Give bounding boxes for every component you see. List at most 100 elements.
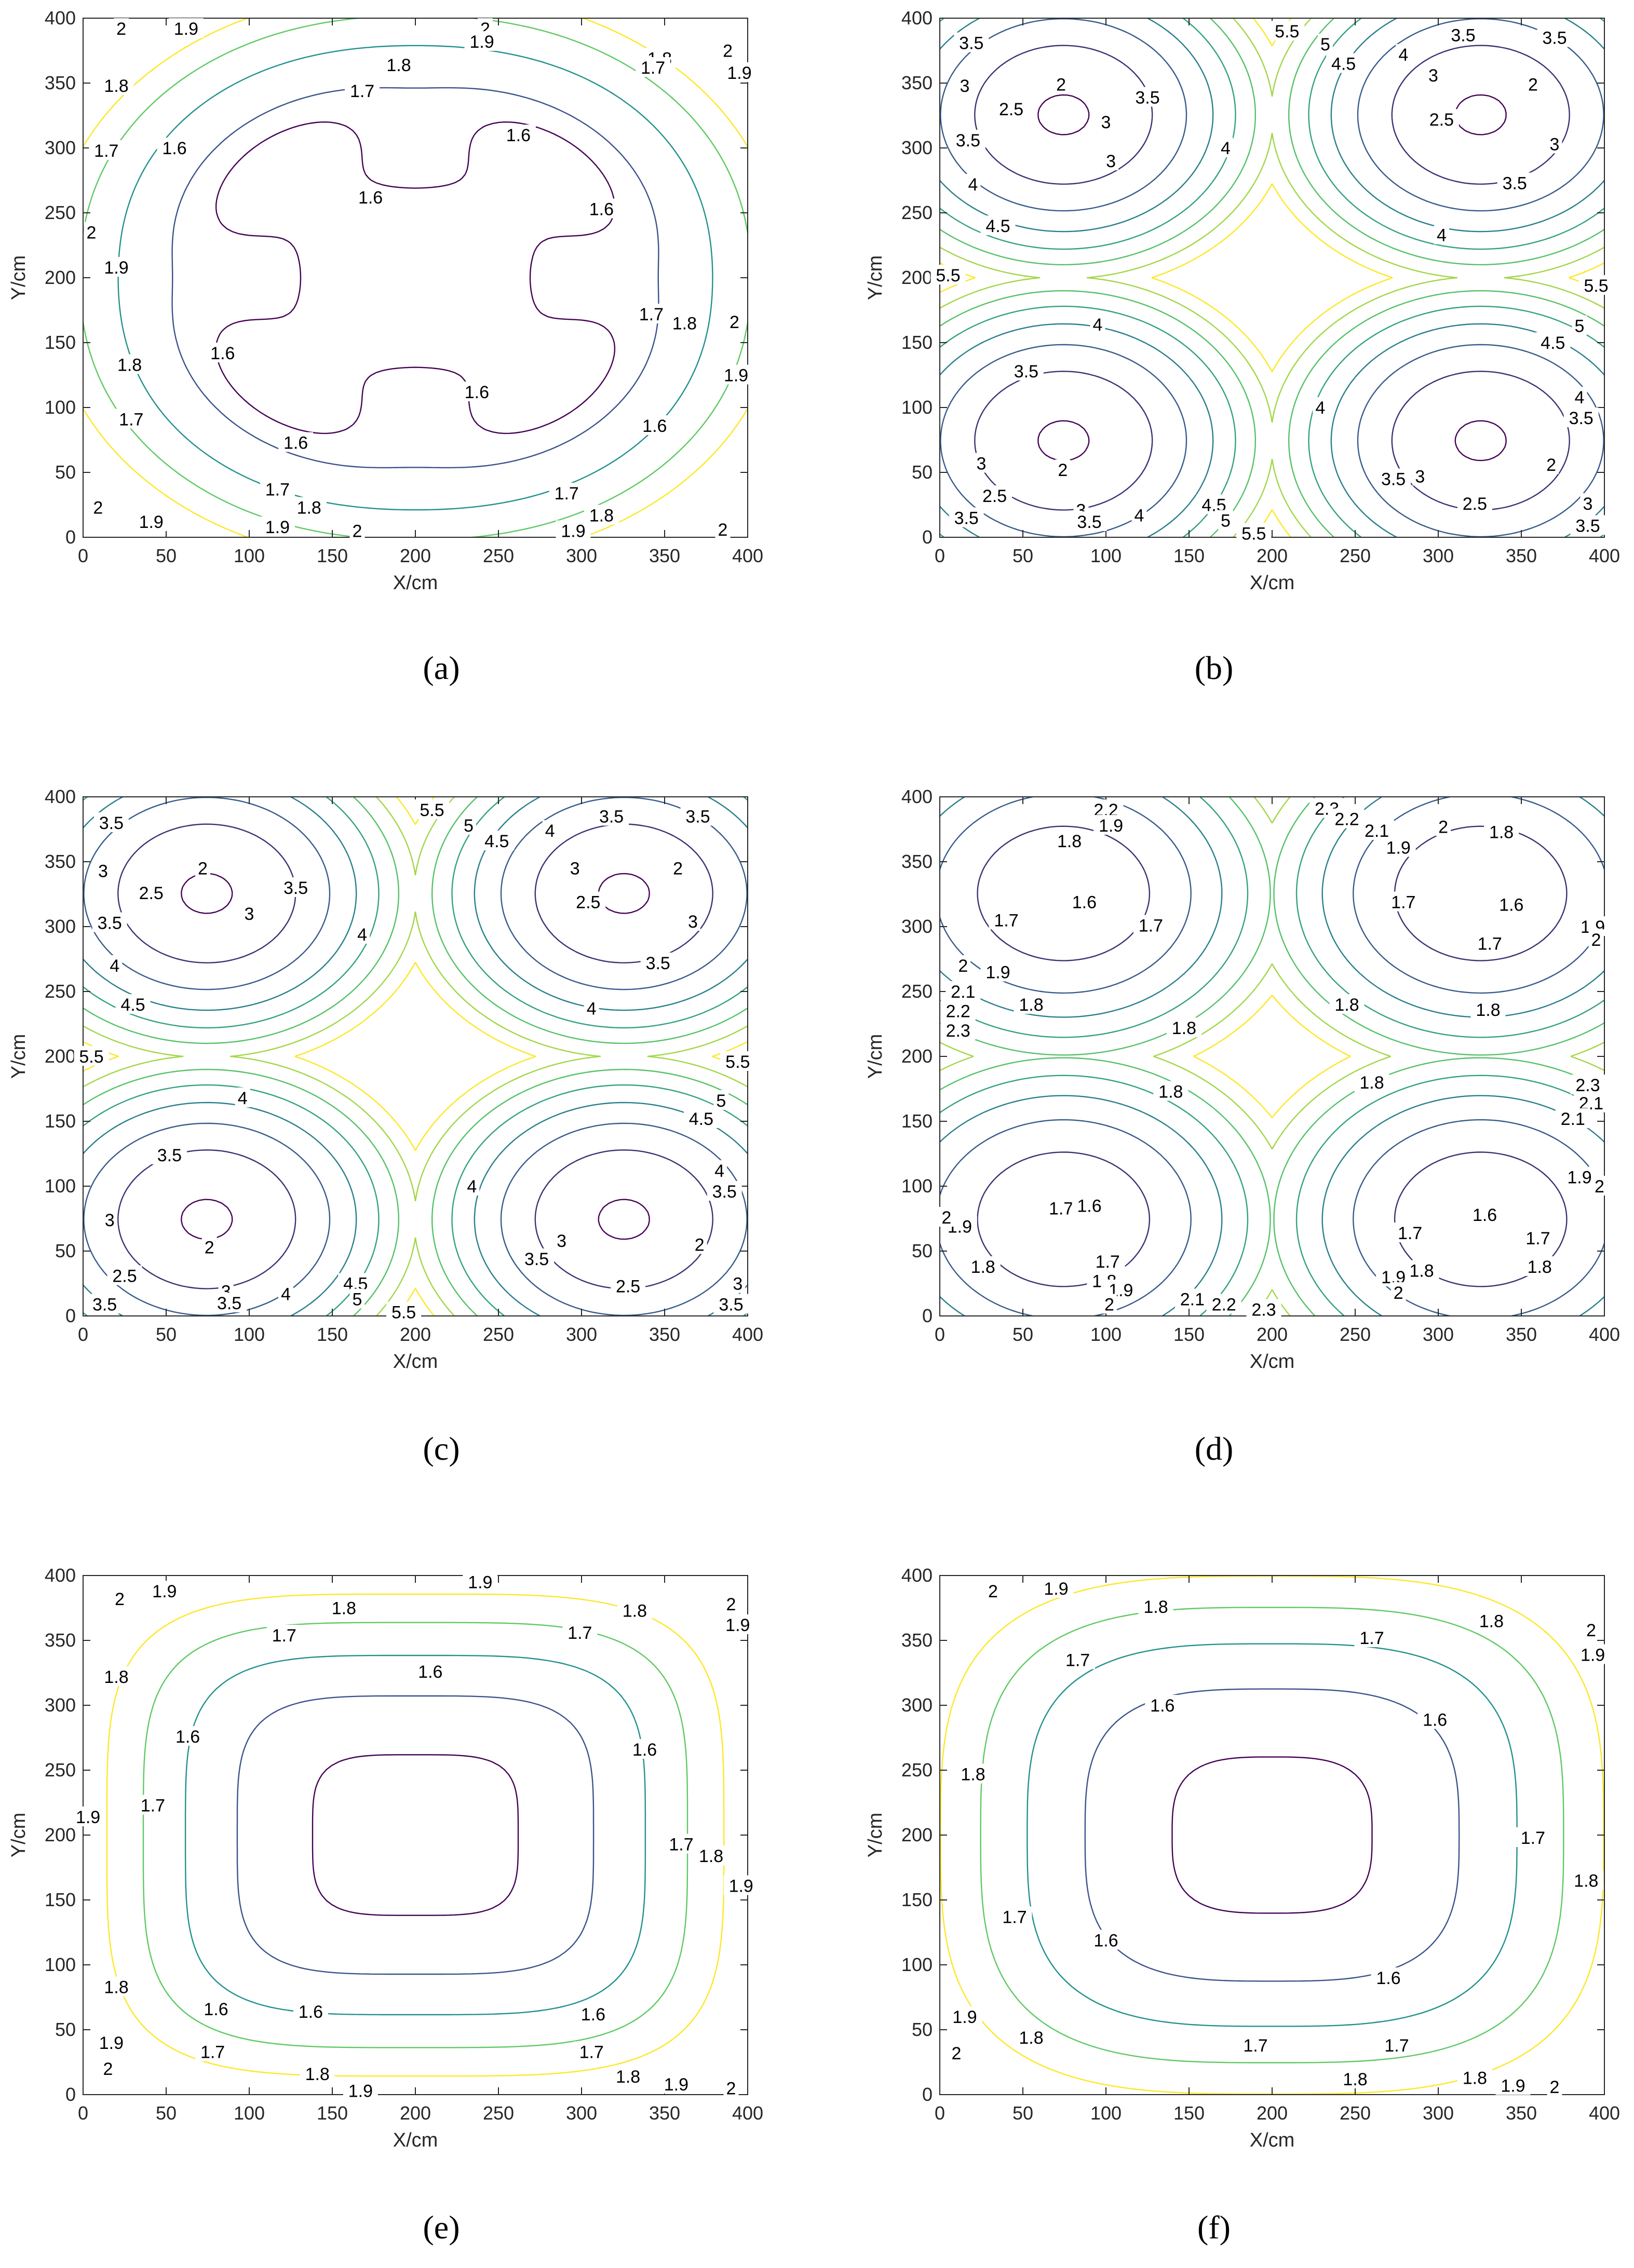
contour-label: 1.8 (291, 497, 327, 518)
y-tick-label: 250 (45, 981, 76, 1002)
contour-label: 1.7 (195, 2041, 231, 2062)
x-tick-label: 400 (732, 545, 763, 566)
svg-text:1.7: 1.7 (200, 2043, 225, 2062)
contour-label: 1.9 (71, 1807, 106, 1827)
contour-label: 3.5 (212, 1293, 247, 1313)
svg-text:4: 4 (467, 1177, 477, 1197)
contour-label: 2 (84, 222, 99, 243)
svg-text:5.5: 5.5 (391, 1303, 416, 1323)
contour-label: 5.5 (1578, 275, 1614, 296)
y-tick-label: 150 (901, 1110, 933, 1132)
svg-text:1.6: 1.6 (162, 139, 186, 158)
chart-panel-f: 0 50 100 150 200 250 300 350 400 0 50 100 150 200 250 3… (857, 1557, 1634, 2170)
contour-label: 3 (957, 75, 973, 96)
svg-text:1.8: 1.8 (961, 1765, 985, 1785)
contour-label: 1.6 (637, 415, 672, 436)
svg-text:4.5: 4.5 (484, 832, 509, 851)
svg-text:1.8: 1.8 (1057, 832, 1082, 851)
contour-label: 1.7 (1060, 1649, 1096, 1671)
svg-text:1.7: 1.7 (272, 1626, 296, 1646)
contour-label: 2 (985, 1581, 1001, 1601)
contour-label: 2.2 (940, 1000, 976, 1022)
svg-text:4: 4 (1398, 45, 1408, 65)
chart-panel-c: 0 50 100 150 200 250 300 350 400 0 50 100 150 200 250 3… (0, 779, 779, 1391)
y-tick-label: 250 (45, 1759, 76, 1781)
contour-label: 3 (102, 1210, 117, 1230)
contour-label: 3.5 (594, 806, 629, 827)
contour-line-1.7 (236, 1695, 595, 1975)
contour-label: 1.8 (611, 2066, 646, 2087)
x-tick-label: 100 (234, 1324, 265, 1345)
chart-panel-b: 0 50 100 150 200 250 300 350 400 0 50 100 150 200 250 3… (857, 0, 1634, 613)
contour-label: 3 (241, 903, 257, 924)
svg-text:1.7: 1.7 (555, 484, 579, 504)
contour-line-1.9 (939, 796, 1605, 1317)
x-axis-title: X/cm (393, 2129, 438, 2151)
contour-label: 1.8 (1014, 2027, 1049, 2048)
svg-text:1.6: 1.6 (1093, 1931, 1118, 1951)
y-tick-label: 100 (901, 1954, 933, 1975)
contour-label: 2 (1547, 2076, 1562, 2097)
contour-label: 1.8 (99, 75, 134, 96)
svg-text:1.6: 1.6 (465, 383, 489, 402)
x-tick-label: 250 (483, 2102, 514, 2124)
svg-text:1.9: 1.9 (174, 19, 198, 39)
contour-label: 3 (685, 911, 700, 932)
svg-text:1.7: 1.7 (1049, 1199, 1073, 1219)
panel-caption-f: (f) (1197, 2209, 1231, 2246)
svg-text:3: 3 (105, 1211, 115, 1230)
x-tick-label: 200 (400, 545, 431, 566)
y-tick-label: 0 (922, 1305, 933, 1326)
contour-line-2.1 (939, 796, 1605, 1316)
contour-label: 4 (584, 998, 599, 1019)
contour-label: 2 (349, 520, 365, 541)
svg-text:3.5: 3.5 (1569, 409, 1594, 428)
y-tick-label: 400 (45, 1565, 76, 1586)
svg-text:1.8: 1.8 (1172, 1018, 1196, 1038)
contour-label: 1.8 (1457, 2067, 1492, 2088)
panel-caption-a: (a) (423, 649, 460, 686)
contour-label: 1.6 (1072, 1195, 1107, 1216)
svg-text:2: 2 (1056, 75, 1066, 95)
y-tick-label: 250 (901, 1759, 933, 1781)
svg-text:1.9: 1.9 (104, 258, 128, 278)
svg-text:3.5: 3.5 (98, 914, 122, 933)
y-tick-label: 0 (65, 2084, 76, 2105)
contour-line-1.8 (939, 796, 1605, 1317)
svg-text:1.7: 1.7 (1398, 1224, 1422, 1243)
y-tick-label: 50 (912, 461, 933, 483)
svg-text:1.6: 1.6 (506, 126, 531, 145)
svg-text:1.8: 1.8 (589, 506, 614, 526)
svg-text:2: 2 (103, 2059, 113, 2079)
contour-label: 1.6 (293, 2001, 328, 2022)
contour-label: 2.5 (133, 882, 169, 903)
svg-text:1.7: 1.7 (641, 58, 665, 78)
svg-text:2.5: 2.5 (139, 884, 164, 903)
contour-label: 1.9 (1093, 815, 1129, 836)
y-tick-label: 350 (45, 72, 76, 93)
svg-text:4: 4 (1221, 139, 1231, 158)
contour-line-2.3 (1193, 995, 1351, 1118)
y-tick-label: 200 (901, 1824, 933, 1845)
svg-text:2.1: 2.1 (1180, 1290, 1205, 1310)
contour-label: 5.5 (74, 1046, 109, 1067)
contour-line-2.5 (974, 45, 1570, 511)
y-tick-label: 300 (45, 137, 76, 158)
contour-label: 2 (955, 955, 971, 976)
svg-text:1.7: 1.7 (94, 141, 118, 161)
svg-text:3: 3 (1415, 467, 1425, 487)
y-axis-title: Y/cm (865, 1034, 886, 1079)
contour-label: 5 (1572, 315, 1587, 336)
y-tick-label: 400 (45, 786, 76, 807)
contour-label: 5 (1218, 510, 1233, 531)
y-tick-label: 50 (55, 461, 76, 483)
svg-text:1.6: 1.6 (1423, 1710, 1447, 1730)
contour-label: 2 (1525, 74, 1541, 95)
svg-text:1.6: 1.6 (1077, 1197, 1101, 1216)
contour-label: 4 (1090, 314, 1105, 335)
y-tick-label: 0 (65, 526, 76, 548)
contour-label: 1.8 (667, 313, 702, 334)
svg-text:1.9: 1.9 (985, 963, 1010, 983)
svg-text:1.7: 1.7 (639, 305, 664, 324)
x-tick-label: 100 (1090, 545, 1122, 566)
